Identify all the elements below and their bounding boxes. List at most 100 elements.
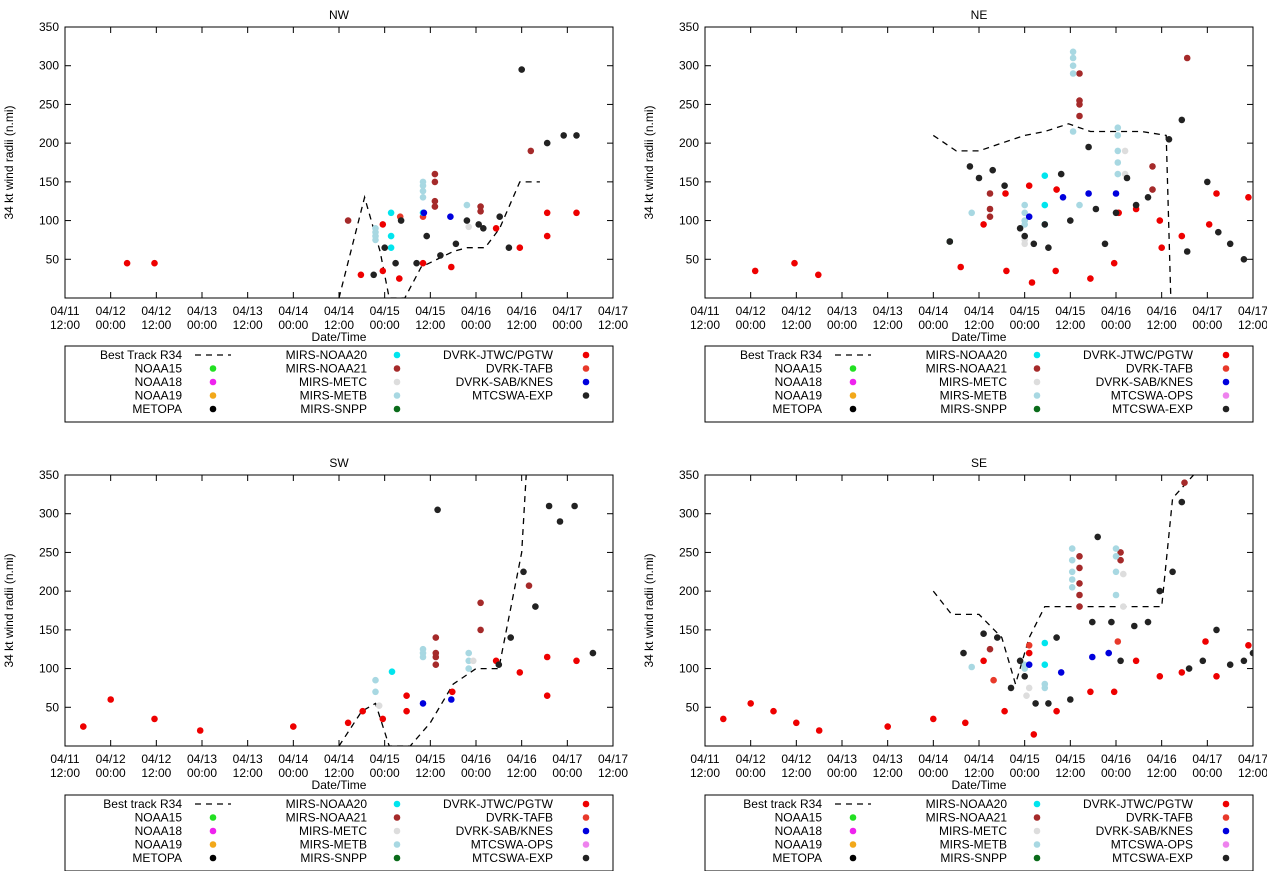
legend-dot-marker <box>1033 841 1041 848</box>
x-tick-label: 04/16 <box>461 304 491 318</box>
data-point <box>1226 240 1234 248</box>
legend-label: Best Track R34 <box>100 348 182 362</box>
data-point <box>1068 584 1076 591</box>
x-tick-label: 00:00 <box>736 318 766 332</box>
data-point <box>1028 279 1036 286</box>
data-point <box>403 707 410 715</box>
x-tick-label: 12:00 <box>507 766 537 780</box>
legend-label: MIRS-SNPP <box>940 851 1007 865</box>
data-point <box>480 225 487 232</box>
y-axis-label: 34 kt wind radii (n.mi) <box>642 553 656 667</box>
data-point <box>359 707 367 715</box>
legend-label: NOAA19 <box>135 838 183 852</box>
x-tick-label: 04/16 <box>507 752 537 766</box>
chart-panel-ne: NE5010015020025030035004/1112:0004/1200:… <box>642 8 1267 423</box>
data-point <box>372 236 379 244</box>
data-point <box>1025 649 1033 657</box>
data-point <box>1041 201 1049 209</box>
data-point <box>1112 545 1120 552</box>
data-point <box>1158 244 1165 251</box>
data-point <box>516 244 524 251</box>
data-point <box>543 692 551 699</box>
data-point <box>1076 564 1083 572</box>
x-tick-label: 04/12 <box>141 752 171 766</box>
data-point <box>1025 661 1033 668</box>
legend-dot-marker <box>1033 814 1041 821</box>
legend-label: MIRS-METC <box>299 824 367 838</box>
data-point <box>1114 170 1122 178</box>
data-point <box>990 676 997 684</box>
data-point <box>357 271 365 279</box>
data-point <box>379 221 387 228</box>
data-point <box>516 669 524 676</box>
x-tick-label: 12:00 <box>690 766 720 780</box>
data-point <box>465 223 473 231</box>
legend-label: MTCSWA-EXP <box>1112 402 1193 416</box>
legend-dot-marker <box>393 854 401 862</box>
legend-label: NOAA19 <box>775 838 823 852</box>
series-mirs-noaa21 <box>986 479 1188 653</box>
x-tick-label: 00:00 <box>370 318 400 332</box>
data-point <box>1053 186 1060 193</box>
legend-dot-marker <box>849 854 857 862</box>
data-point <box>1123 174 1131 182</box>
x-tick-label: 00:00 <box>96 318 126 332</box>
data-point <box>419 182 427 189</box>
data-point <box>495 661 503 668</box>
x-tick-label: 00:00 <box>1101 318 1131 332</box>
plot-frame <box>704 26 1254 299</box>
x-tick-label: 04/16 <box>1147 304 1177 318</box>
series-mirs-noaa20 <box>1041 639 1049 668</box>
data-point <box>980 630 987 637</box>
x-tick-label: 04/14 <box>964 752 994 766</box>
data-point <box>986 205 994 213</box>
legend-label: MIRS-METC <box>939 375 1007 389</box>
series-mirs-metc <box>1023 570 1127 699</box>
legend-label: METOPA <box>132 402 182 416</box>
legend-dot-marker <box>582 351 590 359</box>
y-tick-label: 50 <box>686 252 700 266</box>
x-tick-label: 04/14 <box>278 304 308 318</box>
y-tick-label: 250 <box>679 97 699 111</box>
data-point <box>975 174 983 182</box>
data-point <box>1085 190 1092 197</box>
legend-dot-marker <box>1033 405 1041 413</box>
data-point <box>1021 665 1028 672</box>
data-point <box>463 201 471 209</box>
data-point <box>372 676 379 684</box>
y-tick-label: 200 <box>39 584 59 598</box>
x-tick-label: 04/14 <box>278 752 308 766</box>
data-point <box>1002 190 1009 197</box>
legend-label: METOPA <box>772 851 822 865</box>
data-point <box>1089 653 1096 661</box>
x-tick-label: 04/12 <box>736 304 766 318</box>
data-point <box>1121 147 1129 155</box>
data-point <box>1185 665 1193 672</box>
data-point <box>543 232 551 240</box>
x-tick-label: 12:00 <box>50 318 80 332</box>
data-point <box>107 696 114 703</box>
x-tick-label: 04/15 <box>1055 304 1085 318</box>
x-tick-label: 04/13 <box>187 304 217 318</box>
data-point <box>1041 684 1049 692</box>
series-mtcswa-exp <box>370 66 580 279</box>
data-point <box>463 217 471 224</box>
legend-dot-marker <box>209 827 217 835</box>
y-tick-label: 350 <box>39 468 59 482</box>
legend-dot-marker <box>393 841 401 848</box>
data-point <box>1181 479 1188 487</box>
series-dvrk-jtwc-pgtw <box>751 182 1252 286</box>
data-point <box>431 197 439 205</box>
data-point <box>1117 549 1124 556</box>
x-tick-label: 04/17 <box>552 304 582 318</box>
data-point <box>448 263 455 271</box>
y-tick-label: 200 <box>679 584 699 598</box>
data-point <box>1149 163 1156 170</box>
x-tick-label: 00:00 <box>827 318 857 332</box>
data-point <box>1069 70 1077 77</box>
series-dvrk-sab-knes <box>419 696 455 707</box>
data-point <box>477 208 484 215</box>
